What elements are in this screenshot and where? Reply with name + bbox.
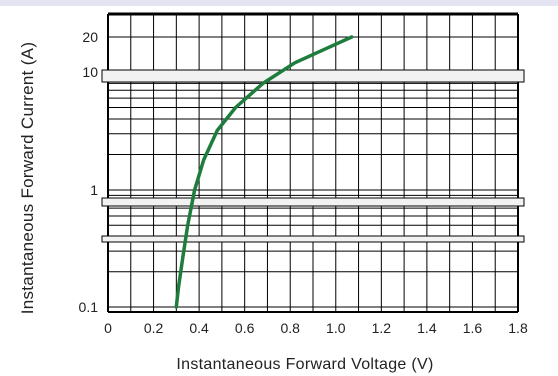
band-strip	[101, 235, 525, 243]
x-tick-label: 0.8	[280, 320, 300, 336]
x-tick-label: 1.8	[508, 320, 528, 336]
plot-bands	[101, 69, 525, 243]
x-tick-label: 1.2	[372, 320, 392, 336]
x-axis-label: Instantaneous Forward Voltage (V)	[176, 356, 434, 373]
top-bar	[0, 0, 558, 6]
band-strip	[101, 197, 525, 207]
y-tick-label: 20	[82, 29, 98, 45]
tick-labels: 0 0.2 0.4 0.6 0.8 1.0 1.2 1.4 1.6 1.8 0.1 1 10 20	[79, 29, 528, 336]
x-tick-label: 0.4	[189, 320, 209, 336]
grid-lines	[107, 12, 519, 313]
y-tick-label: 0.1	[79, 299, 99, 315]
series-marks	[174, 35, 354, 309]
x-tick-label: 0.2	[144, 320, 164, 336]
x-tick-label: 0	[104, 320, 112, 336]
band-strip	[101, 69, 525, 83]
y-tick-label: 10	[82, 64, 98, 80]
x-tick-label: 1.6	[463, 320, 483, 336]
x-tick-label: 0.6	[235, 320, 255, 336]
x-tick-label: 1.0	[326, 320, 346, 336]
series-line-0	[174, 35, 354, 309]
x-tick-label: 1.4	[417, 320, 437, 336]
y-tick-label: 1	[90, 182, 98, 198]
